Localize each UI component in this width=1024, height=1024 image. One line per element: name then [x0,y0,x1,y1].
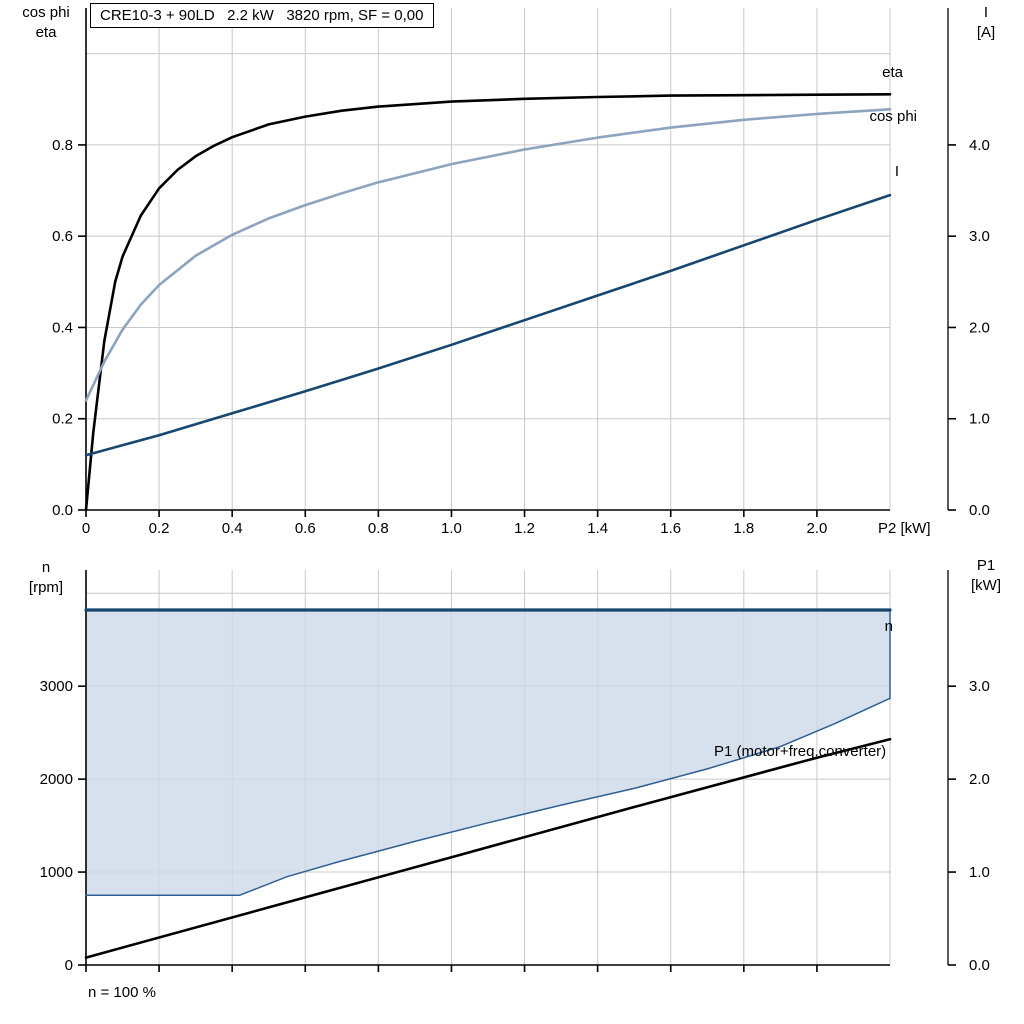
series-cos-phi [84,108,892,402]
top-right-axis-title: I [A] [954,3,1018,43]
tick-label: 1.2 [514,520,535,537]
tick-label: 1.8 [733,520,754,537]
tick-label: 0 [82,520,90,537]
tick-label: 2.0 [969,319,990,336]
axis-title-line: [rpm] [28,579,64,596]
tick-label: 3.0 [969,678,990,695]
tick-label: 2.0 [806,520,827,537]
tick-label: 0.2 [149,520,170,537]
speed-power-chart: 0 1000 2000 3000 0.0 1.0 2.0 3.0 n P1 (motor+freq… [40,570,990,974]
speed-note: n = 100 % [88,984,156,1001]
axis-title-line: [kW] [971,577,1001,594]
tick-label: 2000 [40,771,73,788]
tick-label: 0.0 [52,502,73,519]
power-axis-title: P1 [kW] [950,556,1022,596]
axis-title-line: I [983,4,989,21]
tick-label: 3000 [40,678,73,695]
top-left-axis-title: cos phi eta [4,3,88,43]
tick-label: 3.0 [969,228,990,245]
axis-title-line: P1 [976,557,996,574]
tick-label: 0 [65,957,73,974]
series-label: I [895,163,899,180]
tick-label: 1.0 [969,864,990,881]
x-axis-unit-label: P2 [kW] [878,520,931,537]
tick-label: 0.8 [368,520,389,537]
tick-label: 1.6 [660,520,681,537]
tick-label: 0.6 [295,520,316,537]
tick-label: 0.8 [52,137,73,154]
tick-label: 0.4 [52,319,73,336]
tick-label: 1.0 [441,520,462,537]
tick-label: 0.6 [52,228,73,245]
series-p1-motor-freq-converter- [84,737,892,959]
speed-axis-title: n [rpm] [4,558,88,598]
tick-label: 1.4 [587,520,608,537]
series-label: cos phi [869,108,917,125]
axis-title-line: [A] [976,24,996,41]
tick-label: 0.0 [969,502,990,519]
axis-title-line: eta [35,24,57,41]
tick-label: 0.2 [52,411,73,428]
axis-title-line: n [41,559,51,576]
chart-title-box: CRE10-3 + 90LD 2.2 kW 3820 rpm, SF = 0,0… [90,3,434,28]
tick-label: 1.0 [969,411,990,428]
axis-title-line: cos phi [22,4,70,21]
tick-label: 4.0 [969,137,990,154]
series-label: P1 (motor+freq.converter) [714,743,886,760]
speed-range-area [86,610,890,896]
series-label: n [885,618,893,635]
tick-label: 2.0 [969,771,990,788]
series-eta [84,93,892,512]
efficiency-current-chart: 0.0 0.2 0.4 0.6 0.8 0.0 1.0 2.0 3.0 4.0 0 0.2 0.4 0.6… [52,8,990,537]
gridlines [86,8,891,510]
tick-label: 0.0 [969,957,990,974]
tick-label: 0.4 [222,520,243,537]
series-n-min [85,697,891,897]
series-i [84,193,892,457]
series-label: eta [882,64,904,81]
tick-label: 1000 [40,864,73,881]
